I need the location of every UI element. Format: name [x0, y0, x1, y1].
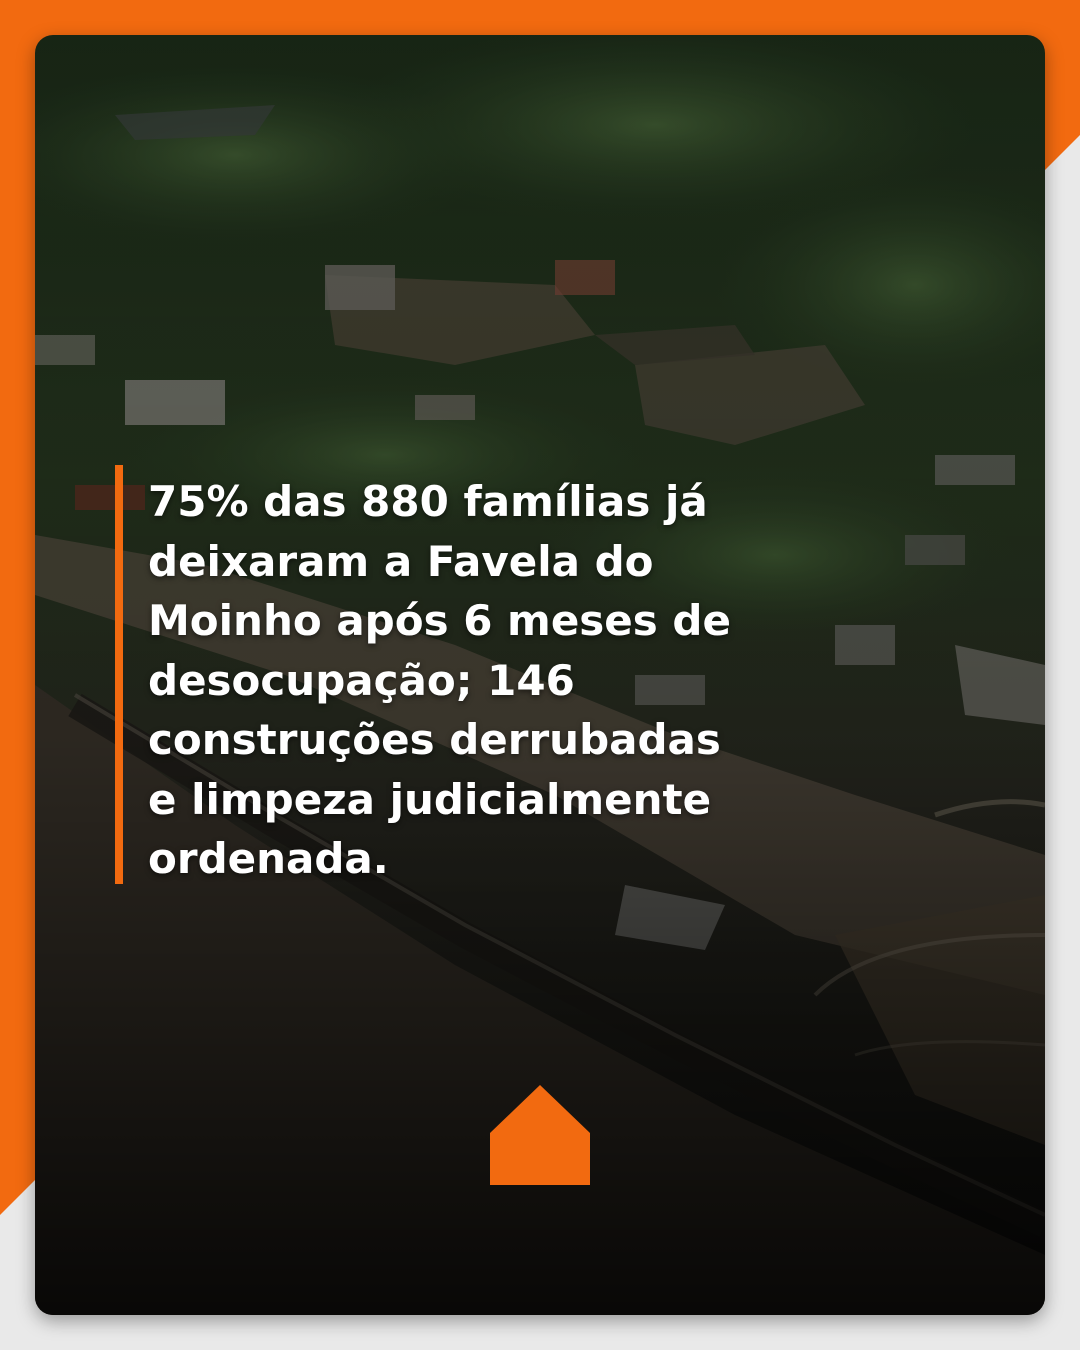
accent-bar: [115, 465, 123, 884]
post-card: 75% das 880 famílias já deixaram a Favel…: [35, 35, 1045, 1315]
home-icon: [490, 1085, 590, 1185]
headline-text: 75% das 880 famílias já deixaram a Favel…: [148, 477, 731, 883]
aerial-flood-photo: [35, 35, 1045, 1315]
